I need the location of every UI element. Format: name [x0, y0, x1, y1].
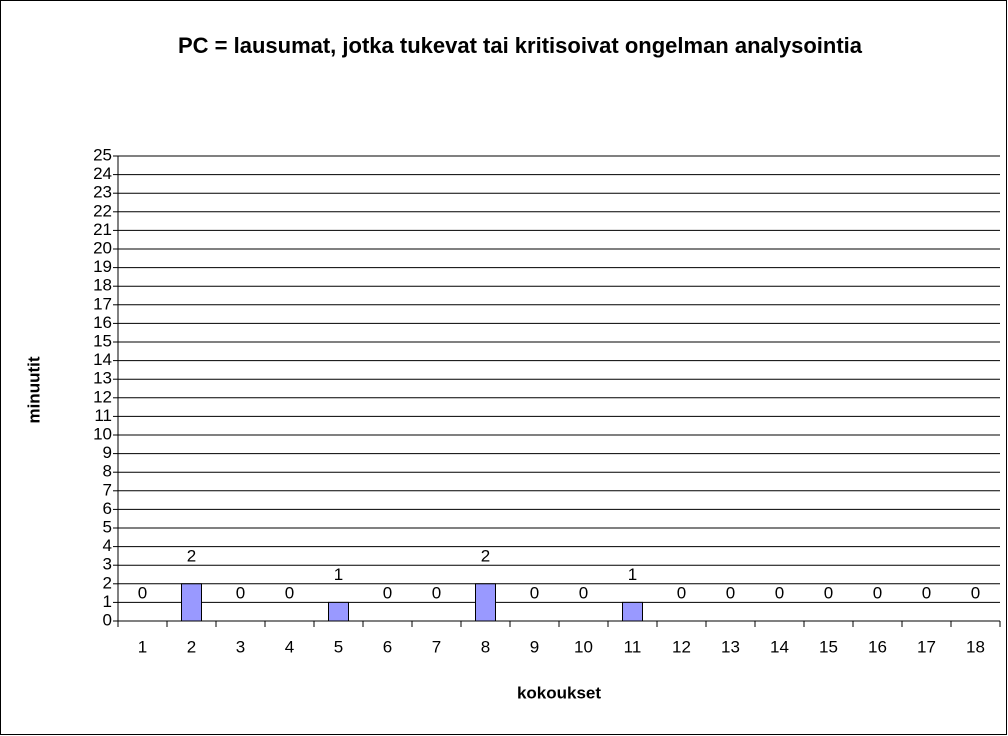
x-tick-label: 5 [334, 637, 343, 656]
data-label: 1 [628, 565, 637, 584]
y-tick-label: 14 [93, 350, 112, 369]
y-tick-label: 12 [93, 387, 112, 406]
data-label: 0 [236, 583, 245, 602]
y-tick-label: 0 [103, 610, 112, 629]
x-tick-label: 14 [770, 637, 789, 656]
data-label: 0 [922, 583, 931, 602]
y-tick-label: 13 [93, 369, 112, 388]
x-tick-label: 16 [868, 637, 887, 656]
data-label: 0 [775, 583, 784, 602]
x-tick-label: 17 [917, 637, 936, 656]
y-tick-label: 17 [93, 294, 112, 313]
y-tick-label: 5 [103, 517, 112, 536]
y-tick-label: 10 [93, 424, 112, 443]
y-tick-label: 11 [94, 406, 112, 425]
y-tick-label: 20 [93, 238, 112, 257]
data-label: 0 [824, 583, 833, 602]
y-tick-label: 15 [93, 331, 112, 350]
data-label: 0 [726, 583, 735, 602]
data-label: 0 [383, 583, 392, 602]
y-tick-label: 18 [93, 276, 112, 295]
x-tick-label: 12 [672, 637, 691, 656]
x-tick-label: 4 [285, 637, 294, 656]
y-tick-label: 9 [103, 443, 112, 462]
y-tick-label: 7 [103, 480, 112, 499]
x-axis-label: kokoukset [517, 683, 601, 702]
x-tick-label: 6 [383, 637, 392, 656]
data-label: 0 [432, 583, 441, 602]
x-tick-label: 13 [721, 637, 740, 656]
data-label: 0 [873, 583, 882, 602]
y-tick-label: 8 [103, 462, 112, 481]
x-tick-label: 8 [481, 637, 490, 656]
data-label: 2 [187, 546, 196, 565]
x-tick-label: 11 [624, 637, 642, 656]
y-axis-label: minuutit [24, 356, 43, 423]
bar [475, 583, 496, 622]
y-tick-label: 19 [93, 257, 112, 276]
y-tick-label: 22 [93, 201, 112, 220]
x-tick-label: 1 [138, 637, 147, 656]
data-label: 0 [138, 583, 147, 602]
y-tick-label: 4 [103, 536, 112, 555]
data-label: 0 [677, 583, 686, 602]
y-tick-label: 3 [103, 555, 112, 574]
bar [622, 601, 643, 622]
y-tick-label: 24 [93, 164, 112, 183]
x-tick-label: 18 [966, 637, 985, 656]
x-tick-label: 15 [819, 637, 838, 656]
x-tick-label: 2 [187, 637, 196, 656]
bar [181, 583, 202, 622]
chart-title: PC = lausumat, jotka tukevat tai kritiso… [177, 33, 863, 58]
data-label: 0 [971, 583, 980, 602]
y-tick-label: 6 [103, 499, 112, 518]
data-label: 0 [530, 583, 539, 602]
bar [328, 601, 349, 622]
x-tick-label: 10 [574, 637, 593, 656]
y-tick-label: 2 [103, 573, 112, 592]
y-tick-label: 16 [93, 313, 112, 332]
data-label: 2 [481, 546, 490, 565]
x-tick-label: 9 [530, 637, 539, 656]
data-label: 1 [334, 565, 343, 584]
y-tick-label: 21 [93, 220, 112, 239]
x-tick-label: 7 [432, 637, 441, 656]
x-tick-label: 3 [236, 637, 245, 656]
y-tick-label: 23 [93, 183, 112, 202]
y-tick-label: 25 [93, 145, 112, 164]
y-tick-label: 1 [103, 592, 112, 611]
data-label: 0 [579, 583, 588, 602]
data-label: 0 [285, 583, 294, 602]
